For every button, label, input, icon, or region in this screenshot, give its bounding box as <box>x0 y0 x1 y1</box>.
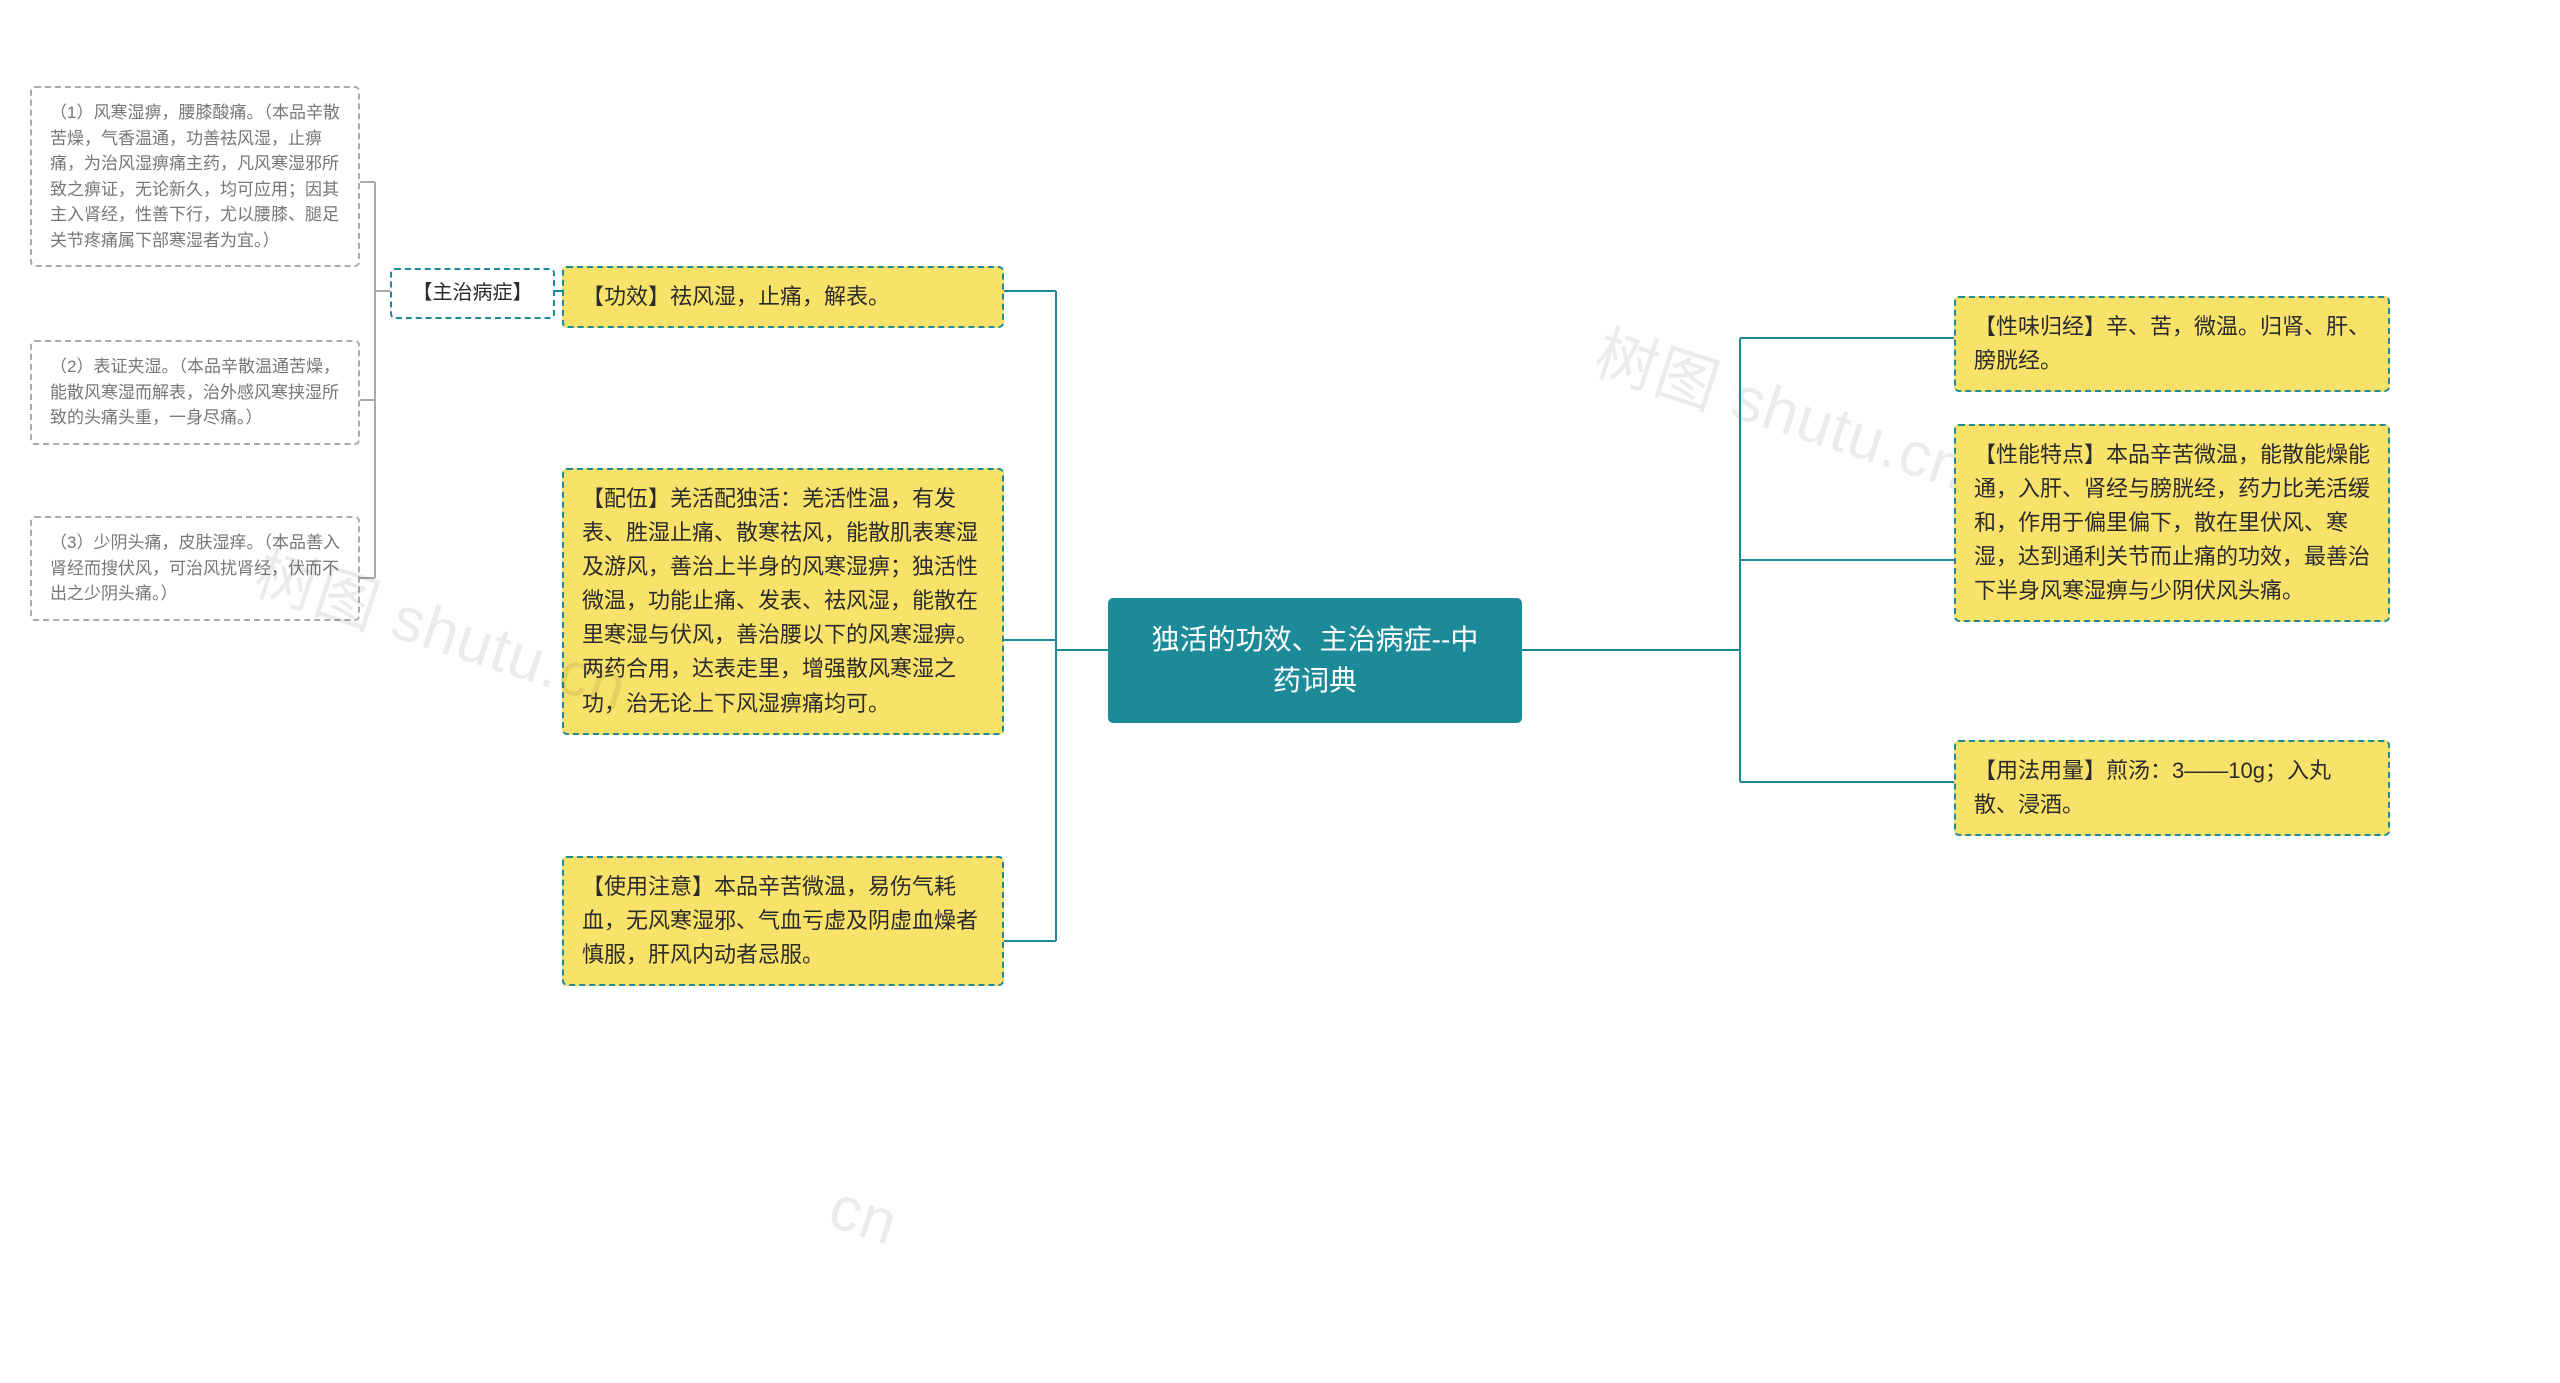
zhuzhi-node-final[interactable]: 【主治病症】 <box>390 268 555 319</box>
right-node-3[interactable]: 【用法用量】煎汤：3——10g；入丸散、浸酒。 <box>1954 740 2390 836</box>
left-node-bot[interactable]: 【使用注意】本品辛苦微温，易伤气耗血，无风寒湿邪、气血亏虚及阴虚血燥者慎服，肝风… <box>562 856 1004 986</box>
center-title: 独活的功效、主治病症--中药词典 <box>1152 624 1479 696</box>
right-node-2[interactable]: 【性能特点】本品辛苦微温，能散能燥能通，入肝、肾经与膀胱经，药力比羌活缓和，作用… <box>1954 424 2390 622</box>
right-node-2-text: 【性能特点】本品辛苦微温，能散能燥能通，入肝、肾经与膀胱经，药力比羌活缓和，作用… <box>1974 442 2370 603</box>
zhuzhi-label-final: 【主治病症】 <box>413 282 533 304</box>
left-node-top-text: 【功效】祛风湿，止痛，解表。 <box>582 284 890 309</box>
left-node-top[interactable]: 【功效】祛风湿，止痛，解表。 <box>562 266 1004 328</box>
left-node-bot-text: 【使用注意】本品辛苦微温，易伤气耗血，无风寒湿邪、气血亏虚及阴虚血燥者慎服，肝风… <box>582 874 978 967</box>
right-node-1-text: 【性味归经】辛、苦，微温。归肾、肝、膀胱经。 <box>1974 314 2370 373</box>
grey-node-1-text-final: （1）风寒湿痹，腰膝酸痛。（本品辛散苦燥，气香温通，功善祛风湿，止痹痛，为治风湿… <box>50 103 340 250</box>
grey-node-2-text-final: （2）表证夹湿。（本品辛散温通苦燥，能散风寒湿而解表，治外感风寒挟湿所致的头痛头… <box>50 357 340 427</box>
grey-node-1-final[interactable]: （1）风寒湿痹，腰膝酸痛。（本品辛散苦燥，气香温通，功善祛风湿，止痹痛，为治风湿… <box>30 86 360 267</box>
grey-node-3-final[interactable]: （3）少阴头痛，皮肤湿痒。（本品善入肾经而搜伏风，可治风扰肾经，伏而不出之少阴头… <box>30 516 360 621</box>
right-node-1[interactable]: 【性味归经】辛、苦，微温。归肾、肝、膀胱经。 <box>1954 296 2390 392</box>
left-node-mid[interactable]: 【配伍】羌活配独活：羌活性温，有发表、胜湿止痛、散寒祛风，能散肌表寒湿及游风，善… <box>562 468 1004 735</box>
grey-node-2-final[interactable]: （2）表证夹湿。（本品辛散温通苦燥，能散风寒湿而解表，治外感风寒挟湿所致的头痛头… <box>30 340 360 445</box>
right-node-3-text: 【用法用量】煎汤：3——10g；入丸散、浸酒。 <box>1974 758 2331 817</box>
center-node[interactable]: 独活的功效、主治病症--中药词典 <box>1108 598 1522 723</box>
left-node-mid-text: 【配伍】羌活配独活：羌活性温，有发表、胜湿止痛、散寒祛风，能散肌表寒湿及游风，善… <box>582 486 978 716</box>
grey-node-3-text-final: （3）少阴头痛，皮肤湿痒。（本品善入肾经而搜伏风，可治风扰肾经，伏而不出之少阴头… <box>50 533 340 603</box>
